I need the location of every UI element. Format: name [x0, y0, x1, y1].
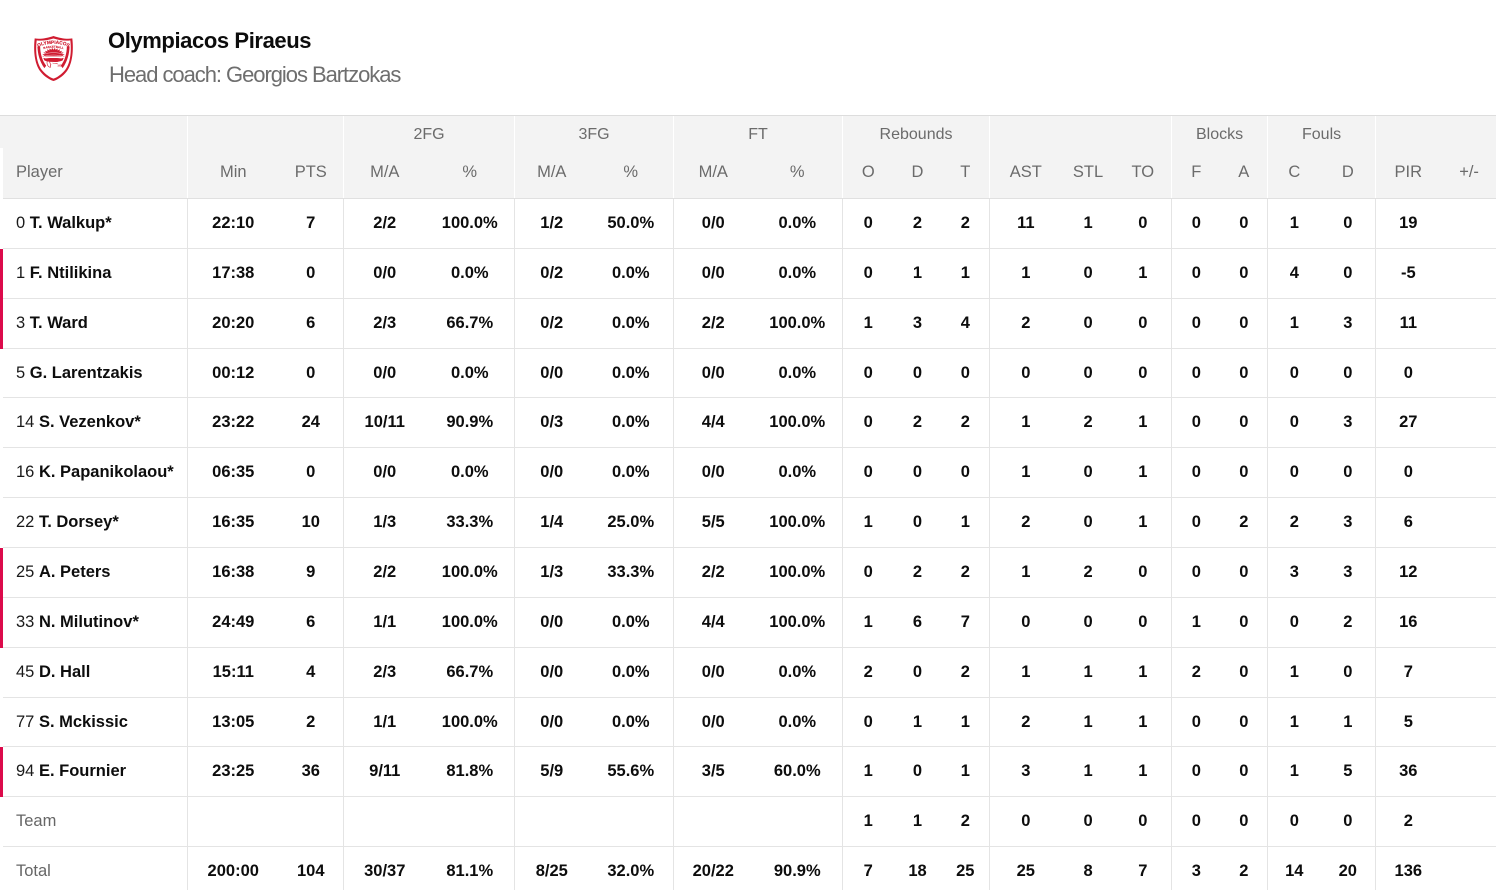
svg-text:OLYMPIACOS: OLYMPIACOS: [36, 40, 70, 48]
svg-text:1925: 1925: [57, 66, 63, 68]
svg-text:BASKETBALL: BASKETBALL: [43, 45, 64, 50]
